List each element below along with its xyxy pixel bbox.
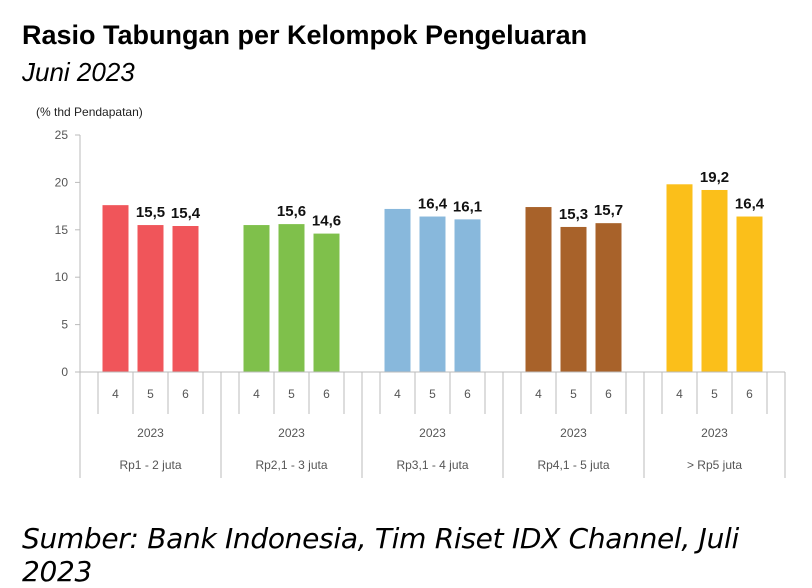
- bar-2-4: [243, 225, 270, 372]
- data-label: 14,6: [312, 213, 341, 230]
- y-tick-label: 0: [61, 365, 68, 379]
- x-tick-label-month: 5: [570, 387, 577, 401]
- x-tick-label-month: 4: [676, 387, 683, 401]
- data-label: 16,4: [735, 196, 765, 213]
- data-label: 19,2: [700, 169, 729, 186]
- x-tick-label-month: 4: [394, 387, 401, 401]
- data-label: 15,6: [277, 203, 306, 220]
- bars-layer: [102, 184, 763, 372]
- bar-4-5: [560, 226, 587, 372]
- data-label: 15,4: [171, 205, 201, 222]
- y-tick-label: 10: [55, 270, 69, 284]
- bar-1-5: [137, 225, 164, 372]
- x-tick-label-month: 5: [147, 387, 154, 401]
- x-tick-label-month: 4: [112, 387, 119, 401]
- x-tick-label-month: 4: [535, 387, 542, 401]
- x-axis: 4 5 6 2023 Rp1 - 2 juta 4 5 6 2023 Rp2,1 - 3 juta…: [79, 371, 786, 478]
- x-tick-label-year: 2023: [560, 426, 587, 440]
- bar-1-4: [102, 205, 129, 372]
- bar-3-5: [419, 216, 446, 372]
- y-tick-label: 20: [55, 175, 69, 189]
- x-tick-label-month: 6: [464, 387, 471, 401]
- x-tick-label-year: 2023: [419, 426, 446, 440]
- chart-title: Rasio Tabungan per Kelompok Pengeluaran: [22, 20, 588, 50]
- bar-2-6: [313, 233, 340, 372]
- x-tick-label-month: 5: [288, 387, 295, 401]
- bar-4-4: [525, 207, 552, 372]
- bar-5-5: [701, 189, 728, 372]
- x-tick-label-month: 5: [429, 387, 436, 401]
- bar-5-6: [736, 216, 763, 372]
- y-tick-label: 25: [55, 128, 69, 142]
- bar-3-4: [384, 208, 411, 372]
- x-tick-label-year: 2023: [701, 426, 728, 440]
- x-tick-label-month: 4: [253, 387, 260, 401]
- x-tick-label-month: 6: [323, 387, 330, 401]
- y-axis: 0 5 10 15 20 25: [55, 128, 81, 379]
- y-tick-label: 5: [61, 318, 68, 332]
- x-tick-label-month: 5: [711, 387, 718, 401]
- x-tick-label-month: 6: [746, 387, 753, 401]
- data-label: 15,5: [136, 204, 165, 221]
- x-tick-label-year: 2023: [137, 426, 164, 440]
- x-tick-label-year: 2023: [278, 426, 305, 440]
- x-tick-label-category: Rp1 - 2 juta: [119, 458, 181, 472]
- bar-5-4: [666, 184, 693, 372]
- data-label: 16,1: [453, 198, 482, 215]
- bar-3-6: [454, 219, 481, 372]
- x-tick-label-category: Rp3,1 - 4 juta: [396, 458, 468, 472]
- x-tick-label-month: 6: [182, 387, 189, 401]
- y-tick-label: 15: [55, 223, 69, 237]
- bar-2-5: [278, 224, 305, 372]
- bar-1-6: [172, 226, 199, 372]
- source-note: Sumber: Bank Indonesia, Tim Riset IDX Ch…: [22, 522, 739, 588]
- chart-subtitle: Juni 2023: [22, 57, 135, 87]
- bar-4-6: [595, 223, 622, 372]
- data-label: 15,3: [559, 206, 588, 223]
- data-label: 15,7: [594, 202, 623, 219]
- x-tick-label-category: Rp4,1 - 5 juta: [537, 458, 609, 472]
- data-labels-layer: 15,5 15,4 15,6 14,6 16,4 16,1 15,3 15,7 19,2 16,4: [136, 169, 765, 230]
- x-tick-label-category: Rp2,1 - 3 juta: [255, 458, 327, 472]
- data-label: 16,4: [418, 196, 448, 213]
- y-axis-label: (% thd Pendapatan): [36, 105, 143, 119]
- x-tick-label-month: 6: [605, 387, 612, 401]
- x-tick-label-category: > Rp5 juta: [687, 458, 742, 472]
